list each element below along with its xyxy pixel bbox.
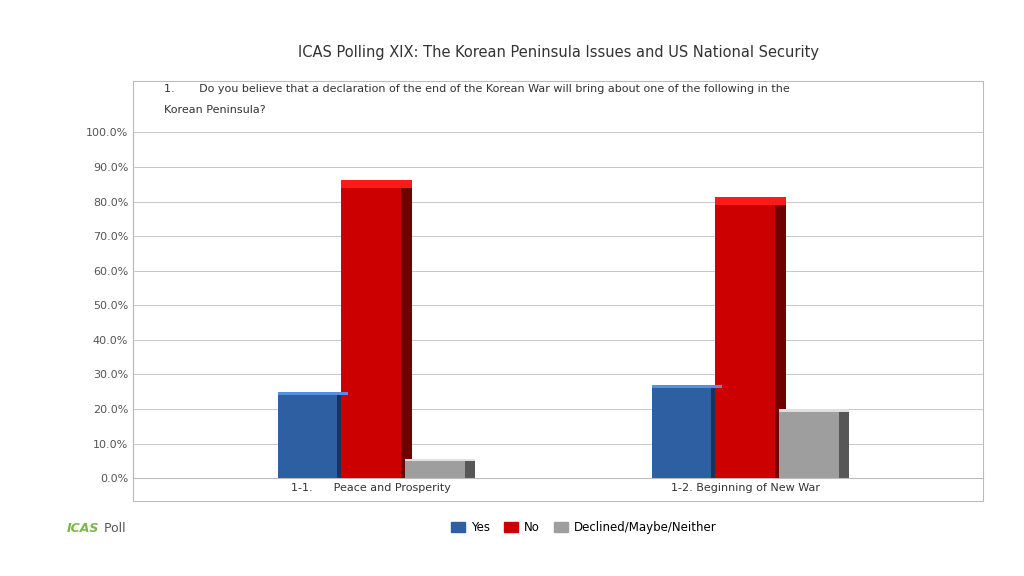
- Bar: [716, 205, 775, 478]
- Bar: [278, 395, 337, 478]
- Text: 1.       Do you believe that a declaration of the end of the Korean War will bri: 1. Do you believe that a declaration of …: [164, 84, 790, 93]
- Bar: [711, 388, 722, 478]
- Bar: [775, 205, 785, 478]
- Text: Korean Peninsula?: Korean Peninsula?: [164, 105, 265, 115]
- Bar: [779, 409, 849, 412]
- Bar: [651, 385, 722, 388]
- Bar: [337, 395, 348, 478]
- Bar: [465, 461, 475, 478]
- Bar: [341, 188, 400, 478]
- Bar: [716, 198, 785, 205]
- Bar: [779, 412, 839, 478]
- Text: ICAS Polling XIX: The Korean Peninsula Issues and US National Security: ICAS Polling XIX: The Korean Peninsula I…: [298, 46, 818, 60]
- Text: ICAS: ICAS: [67, 521, 99, 535]
- Bar: [341, 180, 412, 188]
- Legend: Yes, No, Declined/Maybe/Neither: Yes, No, Declined/Maybe/Neither: [445, 516, 722, 539]
- Text: Poll: Poll: [100, 521, 126, 535]
- Bar: [651, 388, 711, 478]
- Bar: [839, 412, 849, 478]
- Bar: [406, 461, 465, 478]
- Bar: [400, 188, 412, 478]
- Bar: [278, 392, 348, 395]
- Bar: [406, 458, 475, 461]
